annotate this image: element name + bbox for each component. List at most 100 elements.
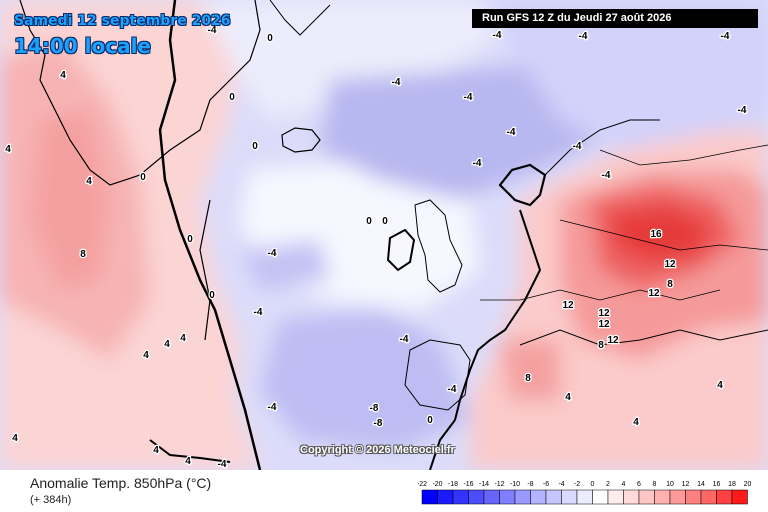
anomaly-value-label: -4 xyxy=(392,77,401,88)
anomaly-value-label: 8 xyxy=(598,340,604,351)
coastlines xyxy=(19,0,768,470)
anomaly-value-label: 12 xyxy=(607,335,619,346)
anomaly-value-label: 4 xyxy=(164,339,170,350)
anomaly-value-label: 0 xyxy=(140,172,146,183)
anomaly-value-label: -4 xyxy=(721,31,730,42)
legend-swatch xyxy=(731,489,748,505)
legend-swatch xyxy=(716,489,733,505)
legend-tick-label: 0 xyxy=(591,481,595,488)
anomaly-value-label: 0 xyxy=(229,92,235,103)
legend-tick-label: -8 xyxy=(527,481,533,488)
legend-swatch xyxy=(576,489,593,505)
legend-tick-label: 10 xyxy=(666,481,674,488)
anomaly-value-label: 4 xyxy=(143,350,149,361)
forecast-lead-time: (+ 384h) xyxy=(30,494,72,506)
anomaly-value-label: 12 xyxy=(598,308,610,319)
legend-tick-label: -22 xyxy=(418,481,427,488)
legend-swatch xyxy=(530,489,547,505)
legend-tick-label: -16 xyxy=(463,481,473,488)
legend-swatch xyxy=(499,489,516,505)
anomaly-value-label: -4 xyxy=(268,402,277,413)
anomaly-value-label: 0 xyxy=(382,216,388,227)
anomaly-value-label: -4 xyxy=(738,105,747,116)
anomaly-value-label: -4 xyxy=(493,30,502,41)
anomaly-value-label: 0 xyxy=(252,141,258,152)
anomaly-value-label: -4 xyxy=(254,307,263,318)
legend-tick-label: 14 xyxy=(697,481,705,488)
legend-swatch xyxy=(638,489,655,505)
legend-swatch xyxy=(685,489,702,505)
anomaly-value-label: -8 xyxy=(370,403,379,414)
legend-swatch xyxy=(623,489,640,505)
variable-title: Anomalie Temp. 850hPa (°C) xyxy=(30,475,212,491)
anomaly-value-label: -4 xyxy=(464,92,473,103)
anomaly-value-label: 4 xyxy=(180,333,186,344)
anomaly-value-label: 0 xyxy=(366,216,372,227)
legend-swatch xyxy=(545,489,562,505)
legend-tick-label: -18 xyxy=(448,481,458,488)
anomaly-value-label: 8 xyxy=(80,249,86,260)
anomaly-value-label: 0 xyxy=(267,33,273,44)
anomaly-value-label: 4 xyxy=(153,445,159,456)
anomaly-value-label: 4 xyxy=(60,70,66,81)
legend-swatch xyxy=(421,489,438,505)
anomaly-value-label: -4 xyxy=(579,31,588,42)
legend-tick-label: -12 xyxy=(494,481,504,488)
legend-tick-label: 18 xyxy=(728,481,736,488)
anomaly-value-label: -4 xyxy=(507,127,516,138)
legend-swatch xyxy=(700,489,717,505)
model-run-label: Run GFS 12 Z du Jeudi 27 août 2026 xyxy=(472,9,758,28)
legend-tick-label: 20 xyxy=(744,481,752,488)
anomaly-value-label: -4 xyxy=(208,25,217,36)
color-scale-legend: -22-20-18-16-14-12-10-8-6-4-202468101214… xyxy=(418,481,751,505)
anomaly-value-label: 4 xyxy=(12,433,18,444)
anomaly-value-label: 0 xyxy=(209,290,215,301)
anomaly-value-label: 0 xyxy=(187,234,193,245)
legend-tick-label: -4 xyxy=(558,481,564,488)
legend-tick-label: 6 xyxy=(637,481,641,488)
anomaly-value-label: 4 xyxy=(633,417,639,428)
anomaly-value-label: 12 xyxy=(664,259,676,270)
anomaly-value-label: 16 xyxy=(650,229,662,240)
legend-swatch xyxy=(468,489,485,505)
legend-swatch xyxy=(561,489,578,505)
anomaly-value-label: -4 xyxy=(573,141,582,152)
anomaly-value-label: -4 xyxy=(602,170,611,181)
legend-swatches xyxy=(421,489,748,505)
legend-swatch xyxy=(514,489,531,505)
anomaly-value-label: 12 xyxy=(648,288,660,299)
legend-tick-label: -14 xyxy=(479,481,489,488)
anomaly-value-label: -4 xyxy=(218,459,227,470)
anomaly-value-label: 4 xyxy=(5,144,11,155)
legend-tick-label: 2 xyxy=(606,481,610,488)
anomaly-value-label: 4 xyxy=(185,456,191,467)
legend-ticks: -22-20-18-16-14-12-10-8-6-4-202468101214… xyxy=(418,481,751,488)
legend-tick-label: 12 xyxy=(682,481,690,488)
legend-swatch xyxy=(669,489,686,505)
anomaly-value-label: -4 xyxy=(400,334,409,345)
anomaly-value-label: 8 xyxy=(667,279,673,290)
anomaly-value-label: -4 xyxy=(473,158,482,169)
legend-tick-label: -6 xyxy=(543,481,549,488)
legend-tick-label: 16 xyxy=(713,481,721,488)
legend-tick-label: 8 xyxy=(653,481,657,488)
anomaly-field xyxy=(0,0,768,470)
legend-swatch xyxy=(437,489,454,505)
legend-swatch xyxy=(592,489,609,505)
anomaly-value-label: -8 xyxy=(374,418,383,429)
forecast-local-time: 14:00 locale xyxy=(14,34,151,58)
anomaly-value-label: 4 xyxy=(565,392,571,403)
anomaly-value-label: 8 xyxy=(525,373,531,384)
anomaly-value-label: -4 xyxy=(268,248,277,259)
anomaly-value-label: 4 xyxy=(86,176,92,187)
copyright-text: Copyright © 2026 Meteociel.fr xyxy=(300,444,455,456)
legend-swatch xyxy=(452,489,469,505)
legend-swatch xyxy=(607,489,624,505)
legend-tick-label: -2 xyxy=(574,481,580,488)
anomaly-value-label: -4 xyxy=(448,384,457,395)
anomaly-value-label: 4 xyxy=(717,380,723,391)
anomaly-value-label: 12 xyxy=(598,319,610,330)
forecast-date: Samedi 12 septembre 2026 xyxy=(14,13,231,29)
